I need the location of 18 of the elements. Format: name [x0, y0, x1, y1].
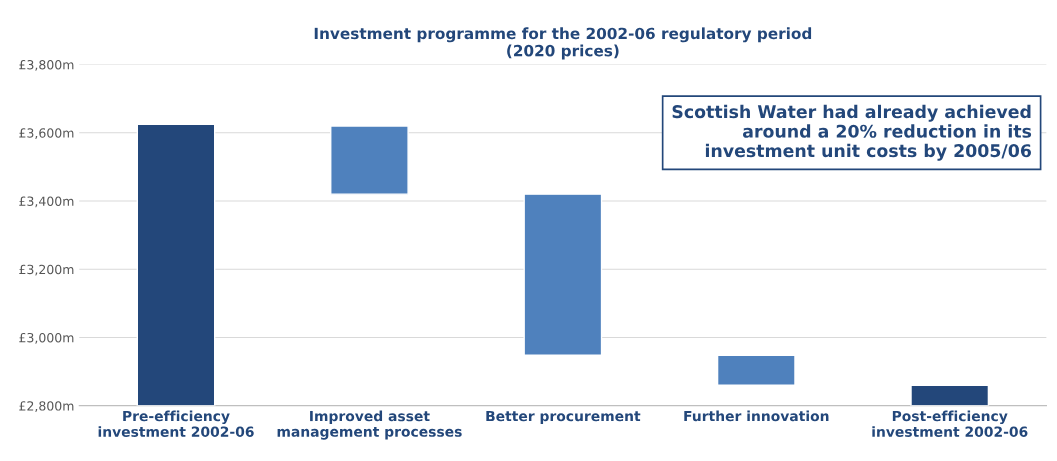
y-tick-label: £3,800m — [19, 60, 74, 71]
y-tick-label: £3,400m — [19, 196, 74, 208]
y-tick-label: £2,800m — [19, 401, 74, 412]
y-tick-label: £3,600m — [19, 128, 74, 139]
x-tick-label: Pre-efficiency investment 2002-06 — [98, 410, 254, 437]
bar — [716, 354, 796, 386]
x-tick-label: Better procurement — [486, 410, 641, 424]
chart-title: Investment programme for the 2002-06 regulatory period (2020 prices) — [314, 27, 812, 60]
y-tick-label: £3,000m — [19, 332, 74, 344]
annotation: Scottish Water had already achieved around a 20% reduction in its investment unit costs by 2005/06 — [672, 104, 1032, 161]
bar — [910, 384, 990, 406]
x-tick-label: Post-efficiency investment 2002-06 — [872, 410, 1028, 437]
bar — [136, 123, 216, 406]
bar — [330, 125, 409, 195]
x-tick-label: Further innovation — [684, 410, 829, 422]
y-tick-label: £3,200m — [19, 264, 74, 276]
x-tick-label: Improved asset management processes — [277, 410, 462, 440]
bar — [523, 193, 603, 356]
